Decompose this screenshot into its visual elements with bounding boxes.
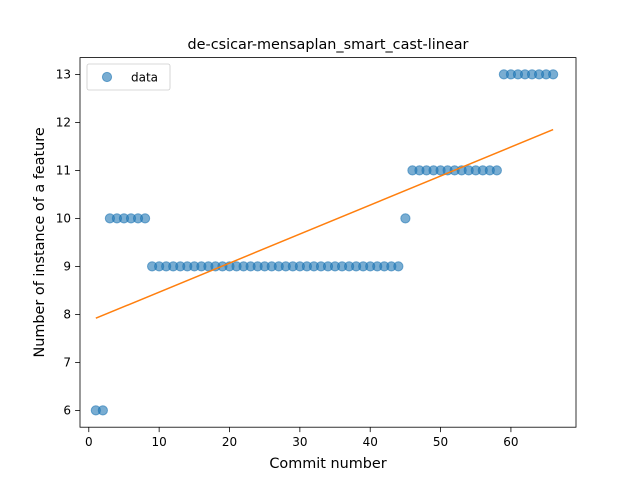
data-point bbox=[97, 405, 108, 416]
y-tick-label: 8 bbox=[63, 308, 71, 322]
x-tick-label: 0 bbox=[85, 435, 93, 449]
axis-ticks: 0 10 20 30 40 50 60 6 7 8 9 10 11 12 13 bbox=[56, 68, 519, 450]
legend-box bbox=[86, 63, 171, 91]
fit-line bbox=[95, 128, 554, 319]
x-tick-label: 20 bbox=[222, 435, 237, 449]
data-point bbox=[393, 261, 404, 272]
x-tick-label: 40 bbox=[363, 435, 378, 449]
y-tick-label: 7 bbox=[63, 356, 71, 370]
x-tick-label: 60 bbox=[503, 435, 518, 449]
x-tick-label: 50 bbox=[433, 435, 448, 449]
legend-marker-data bbox=[101, 71, 113, 83]
plot-area bbox=[90, 69, 559, 416]
chart-title: de-csicar-mensaplan_smart_cast-linear bbox=[188, 37, 469, 53]
data-point bbox=[139, 213, 151, 224]
y-axis-label: Number of instance of a feature bbox=[32, 127, 48, 357]
data-point bbox=[548, 69, 559, 80]
y-tick-label: 10 bbox=[56, 212, 71, 226]
y-tick-label: 6 bbox=[63, 404, 71, 418]
y-tick-label: 11 bbox=[56, 164, 71, 178]
legend: data bbox=[86, 63, 171, 91]
data-point bbox=[400, 213, 411, 224]
x-tick-label: 10 bbox=[152, 435, 167, 449]
data-point bbox=[491, 165, 502, 176]
y-tick-label: 13 bbox=[56, 68, 71, 82]
x-axis-label: Commit number bbox=[269, 456, 386, 472]
x-tick-label: 30 bbox=[292, 435, 307, 449]
axes-frame bbox=[79, 57, 577, 428]
y-tick-label: 12 bbox=[56, 116, 71, 130]
legend-label-data: data bbox=[131, 71, 158, 85]
y-tick-label: 9 bbox=[63, 260, 71, 274]
